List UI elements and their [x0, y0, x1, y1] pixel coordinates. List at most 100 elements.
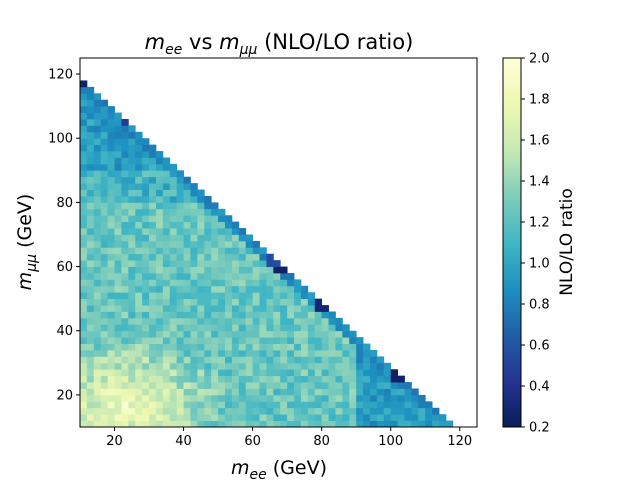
heatmap-cell: [390, 369, 398, 377]
heatmap-cell: [231, 279, 240, 287]
heatmap-cell: [142, 407, 150, 415]
heatmap-cell: [349, 337, 357, 344]
heatmap-cell: [80, 298, 88, 306]
heatmap-cell: [342, 337, 350, 344]
heatmap-cell: [280, 420, 288, 428]
heatmap-cell: [80, 99, 88, 107]
heatmap-cell: [93, 285, 102, 293]
heatmap-cell: [252, 362, 260, 370]
heatmap-cell: [80, 279, 88, 287]
heatmap-cell: [135, 144, 143, 152]
heatmap-cell: [128, 157, 136, 165]
heatmap-cell: [390, 407, 398, 415]
heatmap-cell: [190, 285, 198, 293]
heatmap-cell: [190, 292, 198, 300]
heatmap-cell: [162, 221, 171, 229]
heatmap-cell: [93, 356, 102, 364]
heatmap-cell: [383, 414, 392, 421]
heatmap-cell: [190, 311, 198, 319]
heatmap-cell: [342, 343, 350, 351]
heatmap-cell: [149, 163, 157, 171]
heatmap-cell: [155, 163, 164, 171]
heatmap-cell: [107, 420, 115, 428]
heatmap-cell: [142, 221, 150, 229]
heatmap-cell: [356, 420, 364, 428]
heatmap-cell: [280, 382, 288, 389]
heatmap-cell: [80, 125, 88, 133]
heatmap-cell: [411, 401, 419, 409]
x-axis-label: mee (GeV): [231, 457, 327, 480]
heatmap-cell: [100, 298, 109, 306]
heatmap-cell: [376, 369, 385, 377]
heatmap-cell: [162, 247, 171, 255]
heatmap-cell: [238, 369, 247, 377]
heatmap-cell: [93, 131, 102, 139]
heatmap-cell: [204, 388, 212, 396]
heatmap-cell: [294, 285, 302, 293]
heatmap-cell: [356, 388, 364, 396]
heatmap-cell: [342, 330, 350, 338]
heatmap-cell: [197, 388, 205, 396]
y-tick-label: 100: [48, 132, 73, 147]
colorbar-ticks: 0.20.40.60.81.01.21.41.61.82.0: [521, 52, 550, 436]
heatmap-cell: [128, 183, 136, 190]
heatmap-cell: [245, 407, 253, 415]
heatmap-cell: [363, 362, 371, 370]
heatmap-cell: [204, 414, 212, 421]
heatmap-cell: [107, 189, 115, 197]
heatmap-cell: [107, 375, 115, 383]
heatmap-cell: [211, 202, 219, 210]
heatmap-cell: [162, 420, 171, 428]
heatmap-cell: [328, 382, 336, 389]
heatmap-cell: [100, 407, 109, 415]
heatmap-cell: [197, 349, 205, 357]
heatmap-cell: [155, 311, 164, 319]
heatmap-cell: [204, 253, 212, 261]
heatmap-cell: [335, 420, 343, 428]
heatmap-cell: [86, 99, 95, 107]
heatmap-cell: [197, 298, 205, 306]
heatmap-cell: [273, 330, 281, 338]
heatmap-cell: [114, 253, 122, 261]
heatmap-cell: [287, 285, 295, 293]
heatmap-cell: [114, 266, 122, 274]
heatmap-cell: [231, 343, 240, 351]
heatmap-cell: [397, 375, 405, 383]
heatmap-cell: [162, 343, 171, 351]
heatmap-cell: [128, 337, 136, 344]
heatmap-cell: [183, 349, 191, 357]
heatmap-cell: [86, 208, 95, 216]
heatmap-cell: [86, 202, 95, 210]
heatmap-cell: [204, 234, 212, 242]
heatmap-cell: [142, 292, 150, 300]
heatmap-cell: [155, 215, 164, 223]
heatmap-cell: [183, 253, 191, 261]
heatmap-cell: [142, 369, 150, 377]
heatmap-cell: [93, 183, 102, 190]
heatmap-cell: [204, 215, 212, 223]
heatmap-cell: [128, 260, 136, 267]
heatmap-cell: [231, 317, 240, 325]
heatmap-cell: [176, 369, 184, 377]
heatmap-cell: [135, 369, 143, 377]
heatmap-cell: [162, 414, 171, 421]
heatmap-cell: [218, 298, 226, 306]
heatmap-cell: [397, 388, 405, 396]
heatmap-cell: [218, 375, 226, 383]
heatmap-cell: [197, 356, 205, 364]
heatmap-cell: [93, 125, 102, 133]
heatmap-cell: [314, 375, 323, 383]
heatmap-cell: [307, 375, 316, 383]
heatmap-cell: [280, 388, 288, 396]
heatmap-cell: [128, 247, 136, 255]
heatmap-cell: [114, 337, 122, 344]
heatmap-cell: [162, 324, 171, 332]
heatmap-cell: [287, 375, 295, 383]
heatmap-cell: [142, 401, 150, 409]
heatmap-cell: [245, 362, 253, 370]
heatmap-cell: [128, 330, 136, 338]
heatmap-cell: [231, 414, 240, 421]
heatmap-cell: [183, 317, 191, 325]
heatmap-cell: [155, 202, 164, 210]
heatmap-cell: [328, 324, 336, 332]
